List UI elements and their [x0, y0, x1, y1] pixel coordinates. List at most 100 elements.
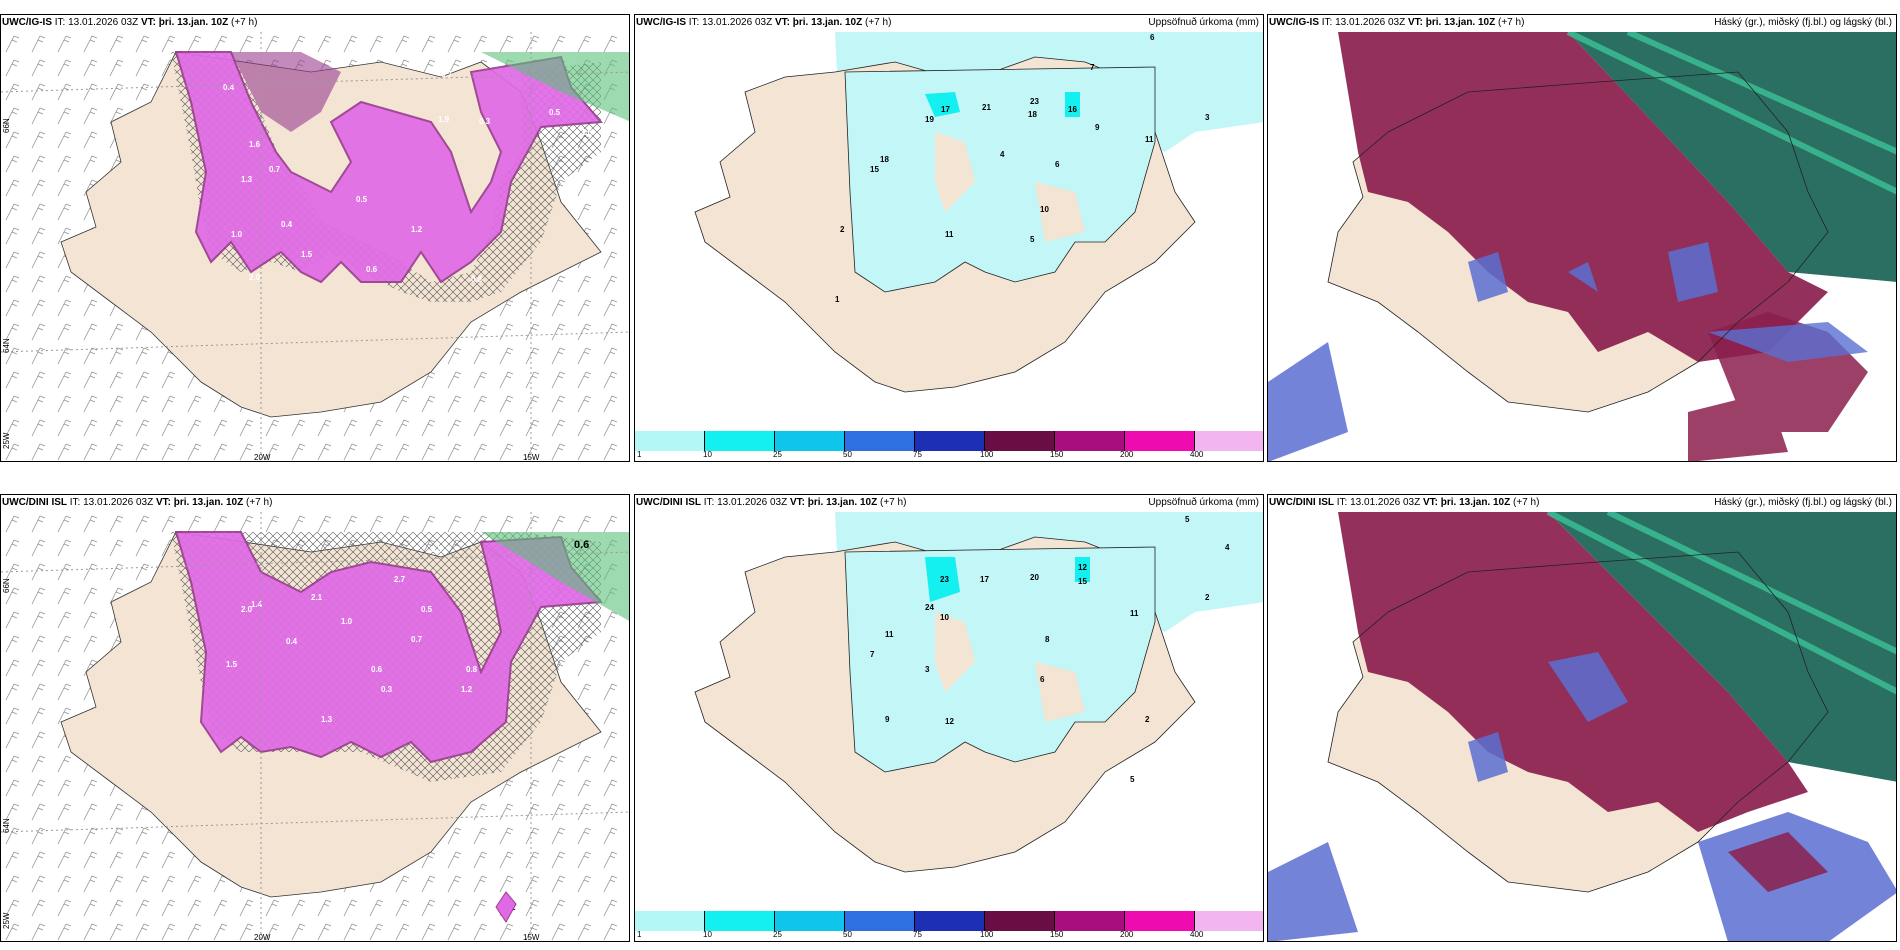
cloud-map: [1268, 512, 1896, 941]
svg-text:8: 8: [1045, 635, 1050, 644]
issue-time: IT: 13.01.2026 03Z: [688, 17, 773, 28]
svg-text:1.2: 1.2: [411, 225, 423, 234]
svg-text:0.7: 0.7: [411, 635, 423, 644]
svg-text:2.0: 2.0: [241, 605, 253, 614]
colorbar-swatch: [1055, 911, 1125, 931]
issue-time: IT: 13.01.2026 03Z: [703, 497, 788, 508]
svg-text:0.4: 0.4: [223, 83, 235, 92]
svg-text:3: 3: [1205, 113, 1210, 122]
lon-label: 15W: [523, 933, 540, 942]
colorbar-swatch: [985, 431, 1055, 451]
lon-label: 25W: [2, 432, 11, 449]
svg-text:23: 23: [1030, 97, 1039, 106]
svg-text:2.0: 2.0: [249, 273, 261, 282]
svg-text:2: 2: [1205, 593, 1210, 602]
svg-text:0.5: 0.5: [356, 195, 368, 204]
colorbar-swatch: [1055, 431, 1125, 451]
valid-label: VT:: [140, 17, 156, 28]
lead-time: (+7 h): [246, 497, 273, 508]
lat-label: 66N: [2, 578, 11, 593]
colorbar-swatch: [635, 911, 705, 931]
lon-label: 25W: [2, 912, 11, 929]
model-name: UWC/DINI ISL: [1269, 497, 1334, 508]
colorbar-swatch: [1125, 911, 1195, 931]
svg-text:0.4: 0.4: [281, 220, 293, 229]
svg-text:1.0: 1.0: [341, 617, 353, 626]
svg-text:19: 19: [925, 115, 934, 124]
colorbar-swatch: [985, 911, 1055, 931]
issue-time: IT: 13.01.2026 03Z: [1321, 17, 1406, 28]
lat-label: 64N: [2, 338, 11, 353]
svg-text:7: 7: [1090, 63, 1095, 72]
svg-text:15: 15: [1078, 577, 1087, 586]
snow-map: 0.4 0.7 1.6 1.9 0.5 0.3 1.6 1.3 0.5 0.7 …: [1, 32, 629, 461]
snow-map: 0.6 0.5 2.7 1.4 2.1 0.4 0.5 1.0 0.8 1.5 …: [1, 512, 629, 942]
valid-label: VT:: [774, 17, 790, 28]
svg-text:4: 4: [1225, 543, 1230, 552]
precip-labels: 5 4 2 23 17 20 12 15 24 10 11 8 7 3 12 6…: [870, 515, 1230, 784]
svg-text:0.7: 0.7: [441, 70, 453, 79]
svg-text:6: 6: [1055, 160, 1060, 169]
snow-labels: 0.4 0.7 1.6 1.9 0.5 0.3 1.6 1.3 0.5 0.7 …: [223, 70, 593, 284]
panel-cloud-row1: UWC/IG-IS IT: 13.01.2026 03Z VT: þri. 13…: [1267, 14, 1897, 462]
colorbar-tick: 50: [843, 450, 852, 459]
valid-time: þri. 13.jan. 10Z: [1440, 497, 1511, 508]
svg-text:1.4: 1.4: [251, 600, 263, 609]
svg-text:11: 11: [945, 230, 954, 239]
lead-time: (+7 h): [231, 17, 258, 28]
svg-text:15: 15: [870, 165, 879, 174]
precip-labels: 6 7 3 11 9 17 21 23 16 18 19 15 18 10 11…: [835, 33, 1210, 304]
valid-time: þri. 13.jan. 10Z: [807, 497, 878, 508]
panel-header: UWC/DINI ISL IT: 13.01.2026 03Z VT: þri.…: [1269, 497, 1892, 511]
colorbar-swatch: [1125, 431, 1195, 451]
model-name: UWC/DINI ISL: [2, 497, 67, 508]
svg-text:1.9: 1.9: [438, 115, 450, 124]
svg-text:24: 24: [925, 603, 934, 612]
svg-text:7: 7: [870, 650, 875, 659]
svg-text:0.5: 0.5: [549, 108, 561, 117]
valid-time: þri. 13.jan. 10Z: [1425, 17, 1496, 28]
svg-text:10: 10: [940, 613, 949, 622]
svg-text:2.7: 2.7: [394, 575, 406, 584]
snow-labels: 0.6 0.5 2.7 1.4 2.1 0.4 0.5 1.0 0.8 1.5 …: [226, 539, 589, 912]
model-name: UWC/DINI ISL: [636, 497, 701, 508]
valid-label: VT:: [1422, 497, 1438, 508]
svg-text:1.0: 1.0: [231, 230, 243, 239]
lead-time: (+7 h): [1513, 497, 1540, 508]
panel-snow-row1: UWC/IG-IS IT: 13.01.2026 03Z VT: þri. 13…: [0, 14, 630, 462]
model-name: UWC/IG-IS: [1269, 17, 1319, 28]
panel-cloud-row2: UWC/DINI ISL IT: 13.01.2026 03Z VT: þri.…: [1267, 494, 1897, 942]
colorbar-tick: 100: [980, 930, 994, 939]
svg-text:16: 16: [1068, 105, 1077, 114]
svg-text:1.5: 1.5: [301, 250, 313, 259]
panel-title: Uppsöfnuð úrkoma (mm): [1148, 497, 1259, 508]
colorbar-swatch: [775, 431, 845, 451]
svg-text:6: 6: [1150, 33, 1155, 42]
svg-text:5: 5: [1185, 515, 1190, 524]
colorbar-tick: 25: [773, 930, 782, 939]
svg-text:18: 18: [1028, 110, 1037, 119]
svg-text:5: 5: [1030, 235, 1035, 244]
svg-text:3: 3: [925, 665, 930, 674]
panel-snow-row2: UWC/DINI ISL IT: 13.01.2026 03Z VT: þri.…: [0, 494, 630, 942]
colorbar-tick: 1: [637, 450, 642, 459]
panel-title: Uppsöfnuð úrkoma (mm): [1148, 17, 1259, 28]
panel-precip-row2: UWC/DINI ISL IT: 13.01.2026 03Z VT: þri.…: [634, 494, 1264, 942]
panel-header: UWC/IG-IS IT: 13.01.2026 03Z VT: þri. 13…: [2, 17, 625, 31]
colorbar-tick: 150: [1050, 450, 1064, 459]
colorbar-tick: 100: [980, 450, 994, 459]
svg-text:23: 23: [940, 575, 949, 584]
svg-text:0.7: 0.7: [269, 165, 281, 174]
svg-text:9: 9: [885, 715, 890, 724]
lon-label: 20W: [254, 933, 271, 942]
lead-time: (+7 h): [1498, 17, 1525, 28]
panel-precip-row1: UWC/IG-IS IT: 13.01.2026 03Z VT: þri. 13…: [634, 14, 1264, 462]
svg-text:0.6: 0.6: [366, 265, 378, 274]
model-name: UWC/IG-IS: [636, 17, 686, 28]
svg-text:4: 4: [1000, 150, 1005, 159]
panel-header: UWC/DINI ISL IT: 13.01.2026 03Z VT: þri.…: [636, 497, 1259, 511]
snow-area: [174, 531, 604, 764]
svg-text:17: 17: [980, 575, 989, 584]
colorbar-tick: 400: [1190, 450, 1204, 459]
colorbar-tick: 200: [1120, 930, 1134, 939]
